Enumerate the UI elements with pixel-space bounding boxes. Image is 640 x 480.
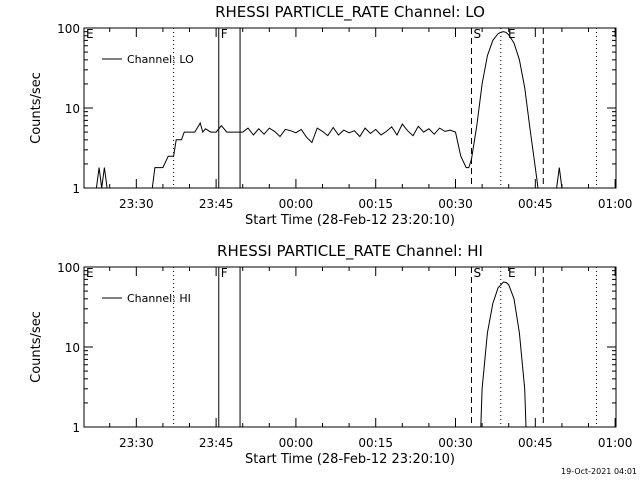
x-tick-label: 23:45 (199, 197, 234, 211)
x-tick-label: 00:30 (438, 436, 473, 450)
x-tick-label: 00:00 (279, 436, 314, 450)
hi-channel-panel: RHESSI PARTICLE_RATE Channel: HI 1 10 100 Co… (29, 242, 632, 467)
x-tick-label: 01:00 (598, 197, 633, 211)
generation-timestamp: 19-Oct-2021 04:01 (561, 467, 637, 476)
event-marker-label: E (508, 27, 516, 41)
x-tick-label: 00:15 (358, 197, 393, 211)
legend-label: Channel: HI (127, 292, 191, 305)
x-tick-label: 00:00 (279, 197, 314, 211)
x-tick-label: 01:00 (598, 436, 633, 450)
x-tick-label: 23:30 (119, 197, 154, 211)
y-axis-label: Counts/sec (29, 311, 44, 383)
y-tick-label: 1 (72, 182, 80, 196)
event-marker-label: E (86, 27, 94, 41)
y-tick-label: 100 (57, 261, 80, 275)
event-marker-label: S (473, 266, 481, 280)
chart-title: RHESSI PARTICLE_RATE Channel: LO (215, 3, 485, 22)
rate-series-line (95, 167, 108, 189)
event-marker-label: E (86, 266, 94, 280)
event-marker-label: F (221, 266, 228, 280)
y-tick-label: 100 (57, 22, 80, 36)
rate-series-line (480, 281, 527, 428)
x-tick-label: 00:15 (358, 436, 393, 450)
x-axis-label: Start Time (28-Feb-12 23:20:10) (245, 213, 455, 228)
x-tick-label: 00:45 (518, 197, 553, 211)
event-marker-label: S (473, 27, 481, 41)
lo-channel-panel: RHESSI PARTICLE_RATE Channel: LO 1 10 100 Co… (29, 3, 632, 228)
x-axis-label: Start Time (28-Feb-12 23:20:10) (245, 452, 455, 467)
y-tick-label: 10 (65, 341, 80, 355)
y-tick-label: 1 (72, 421, 80, 435)
y-tick-label: 10 (65, 102, 80, 116)
x-tick-label: 23:30 (119, 436, 154, 450)
chart-title: RHESSI PARTICLE_RATE Channel: HI (217, 242, 483, 261)
rate-series-line (151, 31, 539, 189)
event-marker-label: E (508, 266, 516, 280)
plot-frame (83, 27, 617, 189)
x-tick-label: 00:30 (438, 197, 473, 211)
event-marker-label: F (221, 27, 228, 41)
plot-frame (83, 266, 617, 428)
rate-series-line (556, 167, 563, 189)
legend-label: Channel: LO (127, 53, 194, 66)
y-axis-label: Counts/sec (29, 72, 44, 144)
x-tick-label: 00:45 (518, 436, 553, 450)
x-tick-label: 23:45 (199, 436, 234, 450)
